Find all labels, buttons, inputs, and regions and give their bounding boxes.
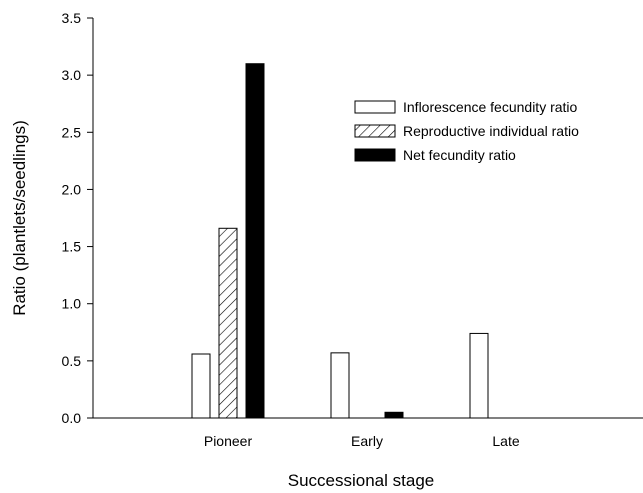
y-tick-label: 2.0 bbox=[62, 181, 82, 197]
y-tick-label: 3.5 bbox=[62, 10, 82, 26]
y-axis-ticks: 0.0 0.5 1.0 1.5 2.0 2.5 3.0 3.5 bbox=[62, 10, 93, 426]
legend-swatch bbox=[354, 100, 396, 114]
legend-label: Reproductive individual ratio bbox=[403, 123, 579, 139]
x-tick-label: Late bbox=[492, 433, 519, 449]
y-tick-label: 2.5 bbox=[62, 124, 82, 140]
x-tick-label: Early bbox=[351, 433, 383, 449]
y-axis-label: Ratio (plantlets/seedlings) bbox=[10, 120, 29, 316]
bar bbox=[469, 332, 489, 419]
bar bbox=[218, 227, 238, 419]
y-tick-label: 0.5 bbox=[62, 353, 82, 369]
y-tick-label: 3.0 bbox=[62, 67, 82, 83]
bar bbox=[384, 411, 404, 419]
bar bbox=[330, 352, 350, 419]
bar bbox=[191, 353, 211, 419]
bar bbox=[245, 63, 265, 419]
y-tick-label: 1.0 bbox=[62, 296, 82, 312]
y-tick-label: 1.5 bbox=[62, 239, 82, 255]
x-tick-label: Pioneer bbox=[204, 433, 253, 449]
legend: Inflorescence fecundity ratio Reproductiv… bbox=[354, 99, 579, 163]
bars bbox=[191, 63, 489, 419]
y-tick-label: 0.0 bbox=[62, 410, 82, 426]
legend-label: Net fecundity ratio bbox=[403, 147, 516, 163]
legend-swatch bbox=[354, 148, 396, 162]
legend-swatch bbox=[354, 124, 396, 138]
x-axis-ticks: Pioneer Early Late bbox=[204, 433, 520, 449]
legend-label: Inflorescence fecundity ratio bbox=[403, 99, 578, 115]
x-axis-label: Successional stage bbox=[288, 471, 434, 490]
